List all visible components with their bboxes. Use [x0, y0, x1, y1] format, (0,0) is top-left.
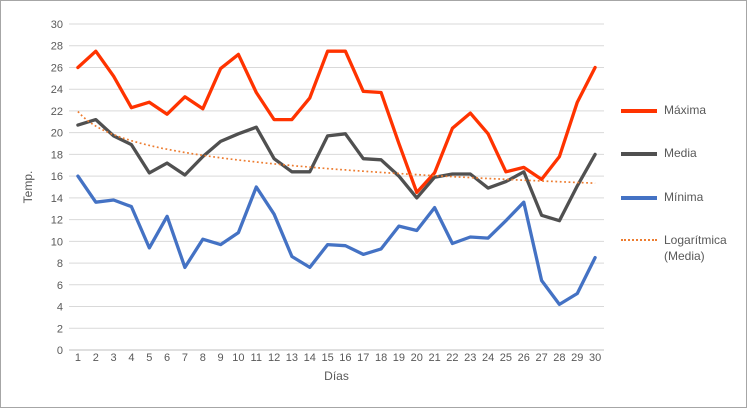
legend-item-trend-media[interactable]: Logarítmica (Media): [621, 232, 736, 264]
legend-label-minima: Mínima: [664, 190, 704, 204]
legend-label-trend-media: Logarítmica (Media): [664, 233, 727, 263]
x-tick-label: 20: [411, 352, 423, 364]
x-tick-label: 9: [218, 352, 224, 364]
x-tick-label: 10: [232, 352, 244, 364]
x-tick-label: 24: [482, 352, 494, 364]
y-tick-label: 6: [57, 280, 63, 292]
y-tick-label: 28: [51, 41, 63, 53]
x-tick-label: 3: [111, 352, 117, 364]
x-tick-label: 28: [553, 352, 565, 364]
series-line-minima[interactable]: [76, 174, 597, 307]
x-tick-label: 8: [200, 352, 206, 364]
y-tick-label: 24: [51, 84, 63, 96]
x-tick-label: 23: [464, 352, 476, 364]
x-tick-label: 2: [93, 352, 99, 364]
x-tick-label: 19: [393, 352, 405, 364]
series-line-maxima[interactable]: [76, 49, 597, 195]
x-tick-label: 30: [589, 352, 601, 364]
x-tick-label: 29: [571, 352, 583, 364]
y-tick-label: 10: [51, 236, 63, 248]
y-tick-label: 20: [51, 128, 63, 140]
y-tick-label: 8: [57, 258, 63, 270]
y-tick-label: 26: [51, 62, 63, 74]
legend-item-minima[interactable]: Mínima: [621, 189, 703, 205]
x-tick-label: 22: [446, 352, 458, 364]
legend-swatch-media: [621, 152, 657, 156]
x-tick-label: 15: [321, 352, 333, 364]
y-axis-title: Temp.: [21, 171, 35, 204]
legend-label-media: Media: [664, 146, 697, 160]
x-tick-label: 27: [535, 352, 547, 364]
legend-swatch-trend-media: [621, 239, 657, 241]
x-tick-label: 6: [164, 352, 170, 364]
y-tick-label: 4: [57, 302, 63, 314]
legend-swatch-maxima: [621, 109, 657, 113]
y-tick-label: 22: [51, 106, 63, 118]
series-line-media[interactable]: [76, 117, 597, 223]
series-line-trend-media[interactable]: [77, 110, 596, 185]
x-tick-label: 25: [500, 352, 512, 364]
legend-label-maxima: Máxima: [664, 103, 707, 117]
x-axis-tick-labels: 1 2 3 4 5 6 7 8 9 10 11 12 13 14 15 16 17 18 19 20 21 22 23 24 2…: [75, 352, 601, 364]
x-tick-label: 5: [146, 352, 152, 364]
x-tick-label: 13: [286, 352, 298, 364]
x-tick-label: 16: [339, 352, 351, 364]
x-axis-title: Días: [324, 369, 349, 383]
x-tick-label: 14: [304, 352, 316, 364]
x-tick-label: 18: [375, 352, 387, 364]
legend-item-media[interactable]: Media: [621, 145, 697, 161]
x-tick-label: 1: [75, 352, 81, 364]
legend-item-maxima[interactable]: Máxima: [621, 102, 706, 118]
y-tick-label: 12: [51, 215, 63, 227]
legend-swatch-minima: [621, 196, 657, 200]
x-tick-label: 21: [428, 352, 440, 364]
y-tick-label: 30: [51, 19, 63, 31]
x-tick-label: 4: [128, 352, 134, 364]
gridlines: [69, 23, 604, 351]
x-tick-label: 11: [251, 352, 262, 364]
y-tick-label: 16: [51, 171, 63, 183]
x-tick-label: 17: [357, 352, 369, 364]
x-tick-label: 7: [182, 352, 188, 364]
y-tick-label: 14: [51, 193, 63, 205]
y-tick-label: 18: [51, 149, 63, 161]
y-tick-label: 2: [57, 323, 63, 335]
y-tick-label: 0: [57, 345, 63, 357]
x-tick-label: 26: [518, 352, 530, 364]
x-tick-label: 12: [268, 352, 280, 364]
